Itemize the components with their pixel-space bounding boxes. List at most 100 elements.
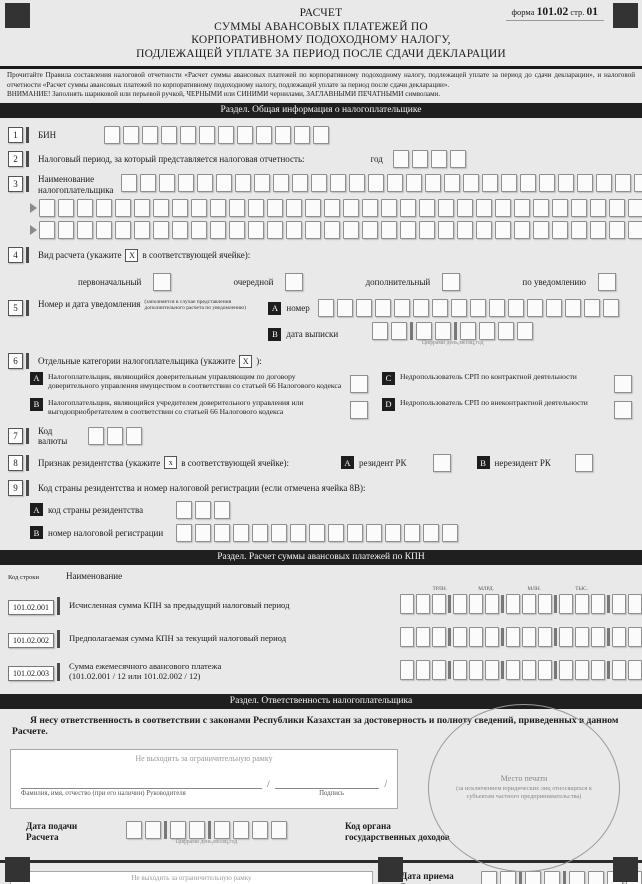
input-cell[interactable]	[485, 659, 499, 680]
input-cell[interactable]	[324, 221, 340, 240]
input-cell[interactable]	[525, 871, 541, 884]
input-cell[interactable]	[142, 126, 159, 145]
input-cell[interactable]	[431, 299, 448, 318]
input-cell[interactable]	[248, 199, 264, 218]
input-cell[interactable]	[442, 523, 458, 542]
input-cell[interactable]	[273, 174, 290, 193]
input-cell[interactable]	[495, 199, 511, 218]
checkbox-category-d[interactable]	[614, 401, 632, 420]
input-cell[interactable]	[362, 199, 378, 218]
input-cell[interactable]	[199, 126, 216, 145]
input-cell[interactable]	[590, 221, 606, 240]
input-cell[interactable]	[569, 871, 585, 884]
input-cell[interactable]	[381, 221, 397, 240]
input-cell[interactable]	[575, 659, 589, 680]
input-cell[interactable]	[419, 199, 435, 218]
input-cell[interactable]	[406, 174, 423, 193]
input-cell[interactable]	[161, 126, 178, 145]
input-cell[interactable]	[123, 126, 140, 145]
input-cell[interactable]	[267, 221, 283, 240]
input-cell[interactable]	[176, 500, 192, 519]
input-cell[interactable]	[411, 150, 428, 169]
input-cell[interactable]	[172, 199, 188, 218]
input-cell[interactable]	[628, 659, 642, 680]
input-cell[interactable]	[229, 221, 245, 240]
input-cell[interactable]	[615, 174, 632, 193]
input-cell[interactable]	[400, 626, 414, 647]
checkbox-initial[interactable]	[153, 273, 172, 292]
input-cell[interactable]	[634, 174, 642, 193]
input-cell[interactable]	[104, 126, 121, 145]
input-cell[interactable]	[404, 523, 420, 542]
input-cell[interactable]	[400, 199, 416, 218]
input-cell[interactable]	[430, 150, 447, 169]
input-cell[interactable]	[416, 626, 430, 647]
input-cell[interactable]	[290, 523, 306, 542]
input-cell[interactable]	[488, 299, 505, 318]
input-cell[interactable]	[450, 299, 467, 318]
input-cell[interactable]	[271, 821, 287, 840]
input-cell[interactable]	[552, 221, 568, 240]
input-cell[interactable]	[460, 322, 477, 341]
input-cell[interactable]	[286, 199, 302, 218]
input-cell[interactable]	[506, 626, 520, 647]
input-cell[interactable]	[416, 322, 433, 341]
input-cell[interactable]	[347, 523, 363, 542]
input-cell[interactable]	[324, 199, 340, 218]
input-cell[interactable]	[216, 174, 233, 193]
input-cell[interactable]	[449, 150, 466, 169]
input-cell[interactable]	[39, 221, 55, 240]
input-cell[interactable]	[115, 221, 131, 240]
input-cell[interactable]	[96, 199, 112, 218]
input-cell[interactable]	[275, 126, 292, 145]
input-cell[interactable]	[210, 199, 226, 218]
input-cell[interactable]	[372, 322, 389, 341]
input-cell[interactable]	[453, 659, 467, 680]
input-cell[interactable]	[189, 821, 205, 840]
input-cell[interactable]	[522, 659, 536, 680]
input-cell[interactable]	[559, 593, 573, 614]
checkbox-regular[interactable]	[285, 273, 304, 292]
input-cell[interactable]	[252, 523, 268, 542]
input-cell[interactable]	[349, 174, 366, 193]
input-cell[interactable]	[336, 299, 353, 318]
input-cell[interactable]	[58, 199, 74, 218]
input-cell[interactable]	[191, 199, 207, 218]
input-cell[interactable]	[612, 593, 626, 614]
input-cell[interactable]	[609, 199, 625, 218]
input-cell[interactable]	[343, 199, 359, 218]
input-cell[interactable]	[476, 199, 492, 218]
input-cell[interactable]	[229, 199, 245, 218]
input-cell[interactable]	[218, 126, 235, 145]
name-signature-line[interactable]	[21, 778, 263, 790]
input-cell[interactable]	[153, 221, 169, 240]
input-cell[interactable]	[107, 427, 123, 446]
input-cell[interactable]	[559, 626, 573, 647]
input-cell[interactable]	[520, 174, 537, 193]
input-cell[interactable]	[591, 626, 605, 647]
input-cell[interactable]	[313, 126, 330, 145]
input-cell[interactable]	[514, 221, 530, 240]
input-cell[interactable]	[195, 500, 211, 519]
input-cell[interactable]	[590, 199, 606, 218]
input-cell[interactable]	[583, 299, 600, 318]
input-cell[interactable]	[453, 626, 467, 647]
input-cell[interactable]	[419, 221, 435, 240]
input-cell[interactable]	[438, 199, 454, 218]
input-cell[interactable]	[495, 221, 511, 240]
input-cell[interactable]	[248, 221, 264, 240]
input-cell[interactable]	[39, 199, 55, 218]
input-cell[interactable]	[507, 299, 524, 318]
input-cell[interactable]	[463, 174, 480, 193]
input-cell[interactable]	[432, 659, 446, 680]
input-cell[interactable]	[423, 523, 439, 542]
input-cell[interactable]	[178, 174, 195, 193]
input-cell[interactable]	[58, 221, 74, 240]
input-cell[interactable]	[214, 821, 230, 840]
input-cell[interactable]	[252, 821, 268, 840]
input-cell[interactable]	[191, 221, 207, 240]
input-cell[interactable]	[233, 821, 249, 840]
input-cell[interactable]	[343, 221, 359, 240]
input-cell[interactable]	[517, 322, 534, 341]
input-cell[interactable]	[88, 427, 104, 446]
